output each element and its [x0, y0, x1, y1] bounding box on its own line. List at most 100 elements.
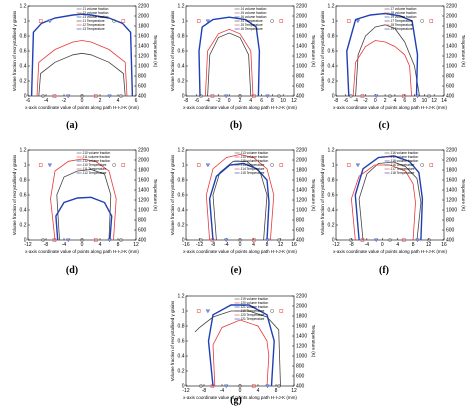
y-tick-label: 0.4: [328, 64, 335, 70]
y-tick-label: 1.2: [20, 4, 27, 10]
series-line: [50, 158, 117, 241]
y2-tick-label: 800: [138, 218, 147, 224]
x-tick-label: 10: [280, 98, 286, 104]
panel-label: (f): [379, 265, 389, 276]
x-axis-label: x-axis coordinate value of points along …: [183, 105, 297, 110]
y2-tick-label: 600: [296, 374, 305, 380]
panel-label: (b): [230, 120, 242, 131]
x-tick-label: 4: [99, 242, 102, 248]
data-point: [252, 238, 256, 242]
series-line: [194, 310, 281, 387]
y-tick-label: 1: [332, 19, 335, 25]
x-tick-label: 2: [99, 98, 102, 104]
series-line: [207, 304, 275, 387]
series-line: [212, 160, 268, 241]
data-point: [205, 163, 211, 168]
legend-item: J11 volume fraction: [83, 155, 111, 159]
x-tick-label: -6: [195, 98, 200, 104]
x-tick-label: -4: [44, 98, 49, 104]
data-point: [38, 19, 43, 23]
data-point: [277, 94, 281, 98]
y-tick-label: 0.8: [178, 178, 185, 184]
legend-item: J6 Temperature: [241, 27, 263, 31]
y2-axis-label: Temperature (K): [311, 325, 316, 358]
x-tick-label: -2: [62, 98, 67, 104]
data-point: [238, 384, 242, 388]
y-tick-label: 0.2: [328, 223, 335, 229]
legend-item: J11 Temperature: [83, 167, 107, 171]
legend-item: J20 volume fraction: [241, 301, 269, 305]
x-tick-label: 0: [374, 98, 377, 104]
y-tick-label: 0: [332, 94, 335, 100]
x-axis-label: x-axis coordinate value of points along …: [333, 105, 447, 110]
x-tick-label: 4: [394, 98, 397, 104]
y2-tick-label: 600: [446, 84, 455, 90]
y-axis-label: Volume fraction of recrystallised γ grai…: [12, 154, 17, 235]
chart-panel: -8 -6 -4 -2 0 2 4 6 8 10 12 14 0 0.2 0.4 0.6 0.8 1 1.2 400 6…: [320, 4, 466, 131]
data-point: [121, 163, 126, 167]
data-point: [119, 238, 123, 242]
y-tick-label: 1: [24, 19, 27, 25]
x-tick-label: 2: [239, 98, 242, 104]
y2-tick-label: 1600: [138, 178, 149, 184]
x-tick-label: -8: [211, 242, 216, 248]
data-point: [41, 94, 45, 98]
data-point: [47, 19, 53, 24]
series-line: [56, 169, 112, 241]
x-tick-label: 16: [441, 242, 447, 248]
series-line: [55, 196, 113, 241]
plot-frame: [185, 5, 295, 97]
y-tick-label: 0: [24, 94, 27, 100]
data-point: [388, 94, 392, 98]
x-axis-label: x-axis coordinate value of points along …: [25, 105, 139, 110]
y-tick-label: 0: [182, 384, 185, 390]
series-line: [207, 32, 252, 97]
x-tick-label: 4: [117, 98, 120, 104]
series-line: [354, 155, 424, 241]
y2-axis-label: Temperature (K): [153, 179, 158, 212]
y2-tick-label: 1800: [446, 168, 457, 174]
legend-item: J4 Temperature: [241, 19, 263, 23]
x-tick-label: -4: [353, 98, 358, 104]
y2-tick-label: 800: [138, 74, 147, 80]
y-tick-label: 0: [332, 238, 335, 244]
legend-item: J13 Temperature: [241, 163, 265, 167]
data-point: [238, 94, 242, 98]
y2-tick-label: 1000: [296, 64, 307, 70]
y-tick-label: 1: [24, 163, 27, 169]
data-point: [41, 238, 45, 242]
x-tick-label: 0: [239, 242, 242, 248]
y2-tick-label: 2000: [446, 158, 457, 164]
y2-tick-label: 1200: [446, 54, 457, 60]
legend-item: J3 volume fraction: [83, 15, 109, 19]
data-point: [360, 238, 365, 242]
data-point: [52, 94, 57, 98]
data-point: [112, 163, 116, 167]
y-tick-label: 0.6: [328, 193, 335, 199]
x-tick-label: 8: [275, 388, 278, 394]
data-point: [47, 163, 53, 168]
y2-tick-label: 400: [296, 384, 305, 390]
y2-tick-label: 1600: [138, 34, 149, 40]
y-axis-label: Volume fraction of recrystallised γ grai…: [170, 300, 175, 381]
y2-tick-label: 600: [296, 84, 305, 90]
x-tick-label: -2: [216, 98, 221, 104]
data-point: [355, 163, 361, 168]
x-tick-label: -8: [44, 242, 49, 248]
legend-item: J9 Temperature: [391, 27, 413, 31]
y-tick-label: 0.2: [20, 223, 27, 229]
x-axis-label: x-axis coordinate value of points along …: [183, 249, 297, 254]
data-point: [196, 163, 201, 167]
x-tick-label: 2: [384, 98, 387, 104]
legend-item: J7 Temperature: [391, 19, 413, 23]
y2-tick-label: 800: [296, 364, 305, 370]
chart-panel: -12 -8 -4 0 4 8 12 16 0 0.2 0.4 0.6 0.8 1 1.2 400 600 800…: [320, 148, 466, 276]
legend-item: J16 volume fraction: [391, 151, 419, 155]
y-tick-label: 0.8: [20, 34, 27, 40]
legend-item: J10 volume fraction: [83, 151, 111, 155]
y-tick-label: 0.6: [20, 49, 27, 55]
x-tick-label: 6: [260, 98, 263, 104]
data-point: [265, 94, 270, 99]
y2-tick-label: 400: [138, 94, 147, 100]
